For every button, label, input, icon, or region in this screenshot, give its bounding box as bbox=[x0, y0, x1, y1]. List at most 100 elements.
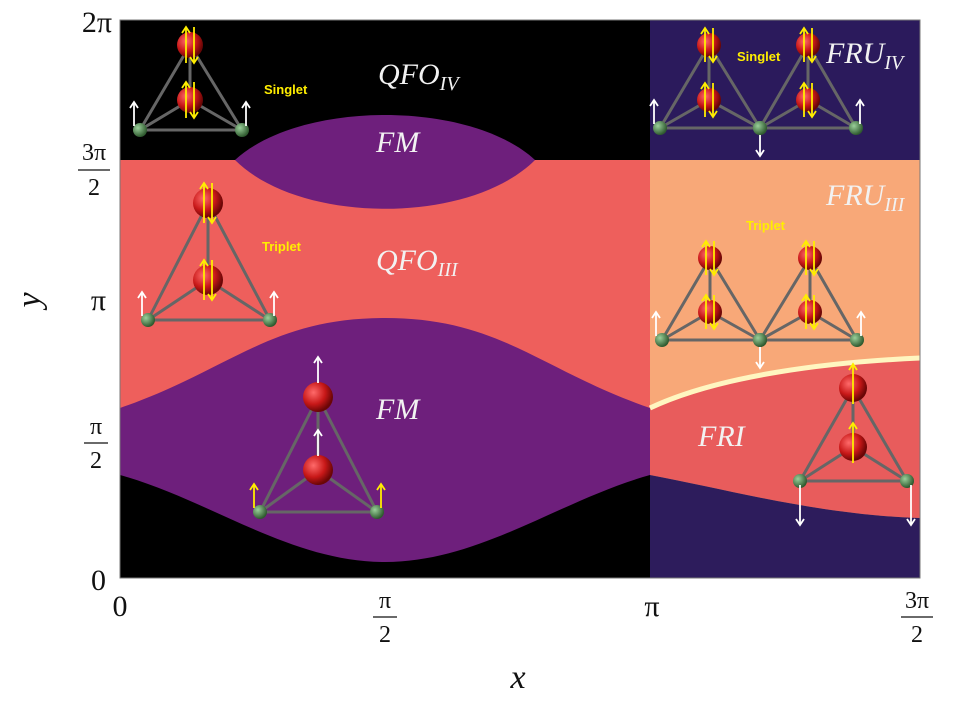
bond bbox=[188, 44, 244, 131]
atom bbox=[655, 333, 669, 347]
arrow-head bbox=[137, 290, 147, 299]
y-tick-den: 2 bbox=[90, 448, 102, 474]
arrow-head bbox=[651, 310, 661, 319]
arrow-head bbox=[241, 100, 251, 109]
region-label: QFOIV bbox=[378, 58, 461, 95]
arrow-head bbox=[848, 421, 858, 430]
annotation: Singlet bbox=[264, 82, 308, 97]
region-label: FM bbox=[375, 393, 421, 426]
bond bbox=[808, 257, 859, 341]
x-tick-num: π bbox=[379, 588, 391, 614]
atom bbox=[753, 333, 767, 347]
arrow-head bbox=[708, 110, 718, 119]
atom bbox=[653, 121, 667, 135]
region-label: FRUIV bbox=[825, 37, 906, 74]
atom bbox=[303, 382, 333, 412]
x-tick-label: π bbox=[644, 590, 659, 623]
annotation: Triplet bbox=[746, 218, 786, 233]
atom bbox=[793, 474, 807, 488]
bond bbox=[258, 396, 320, 513]
region-bottom-right bbox=[650, 475, 920, 578]
label-sub: III bbox=[883, 194, 905, 216]
label-sub: IV bbox=[439, 73, 462, 95]
atom bbox=[253, 505, 267, 519]
label-base: QFO bbox=[378, 58, 440, 91]
arrow-head bbox=[207, 216, 217, 225]
bond bbox=[806, 44, 858, 129]
bond bbox=[758, 44, 810, 129]
arrow-head bbox=[199, 258, 209, 267]
y-axis-label: y bbox=[11, 292, 48, 311]
arrow-head bbox=[709, 268, 719, 277]
x-axis-label: x bbox=[509, 659, 525, 696]
atom bbox=[177, 87, 203, 113]
atom bbox=[263, 313, 277, 327]
atom bbox=[796, 33, 820, 57]
arrow-head bbox=[376, 482, 386, 491]
molecules bbox=[129, 25, 916, 527]
arrow-head bbox=[701, 239, 711, 248]
bond bbox=[658, 44, 711, 129]
arrow-head bbox=[199, 181, 209, 190]
bond bbox=[206, 202, 272, 321]
y-tick-label: π bbox=[91, 284, 106, 317]
atom bbox=[698, 300, 722, 324]
arrow-head bbox=[855, 98, 865, 107]
region-label: FM bbox=[375, 126, 421, 159]
y-tick-label: 2π bbox=[82, 6, 112, 39]
arrow-head bbox=[807, 55, 817, 64]
atom bbox=[235, 123, 249, 137]
phase-boundary bbox=[648, 355, 921, 411]
bond bbox=[708, 257, 762, 341]
arrow-head bbox=[906, 518, 916, 527]
label-base: FRU bbox=[825, 179, 887, 212]
arrow-head bbox=[809, 322, 819, 331]
atom bbox=[193, 188, 223, 218]
label-base: FRU bbox=[825, 37, 887, 70]
region-label: QFOIII bbox=[376, 244, 459, 281]
arrow-head bbox=[807, 110, 817, 119]
arrow-head bbox=[207, 293, 217, 302]
annotation: Triplet bbox=[262, 239, 302, 254]
atom bbox=[193, 265, 223, 295]
region-fm-lower bbox=[120, 318, 650, 562]
atom bbox=[697, 33, 721, 57]
label-sub: III bbox=[437, 259, 459, 281]
atom bbox=[698, 246, 722, 270]
arrow-head bbox=[799, 26, 809, 35]
bond bbox=[316, 396, 379, 513]
arrow-head bbox=[129, 100, 139, 109]
bond bbox=[146, 202, 210, 321]
y-tick-den: 2 bbox=[88, 175, 100, 201]
label-base: QFO bbox=[376, 244, 438, 277]
y-tick-num: 3π bbox=[82, 140, 106, 166]
arrow-head bbox=[801, 239, 811, 248]
annotation: Singlet bbox=[737, 49, 781, 64]
arrow-head bbox=[181, 25, 191, 34]
region-label: FRUIII bbox=[825, 179, 906, 216]
bond bbox=[707, 44, 762, 129]
arrow-head bbox=[700, 81, 710, 90]
arrow-head bbox=[795, 518, 805, 527]
atom bbox=[798, 300, 822, 324]
arrow-head bbox=[856, 310, 866, 319]
bond bbox=[798, 387, 855, 482]
arrow-head bbox=[755, 149, 765, 158]
arrow-head bbox=[809, 268, 819, 277]
x-tick-den: 2 bbox=[911, 622, 923, 648]
arrow-head bbox=[269, 290, 279, 299]
arrow-head bbox=[181, 80, 191, 89]
label-sub: IV bbox=[883, 52, 906, 74]
arrow-head bbox=[801, 293, 811, 302]
atom bbox=[697, 88, 721, 112]
plot-frame bbox=[119, 19, 921, 579]
y-tick-num: π bbox=[90, 414, 102, 440]
region-fru4 bbox=[650, 20, 920, 160]
atom bbox=[798, 246, 822, 270]
bond bbox=[758, 257, 812, 341]
atom bbox=[303, 455, 333, 485]
atom bbox=[370, 505, 384, 519]
atom bbox=[133, 123, 147, 137]
x-tick-label: 0 bbox=[113, 590, 128, 623]
